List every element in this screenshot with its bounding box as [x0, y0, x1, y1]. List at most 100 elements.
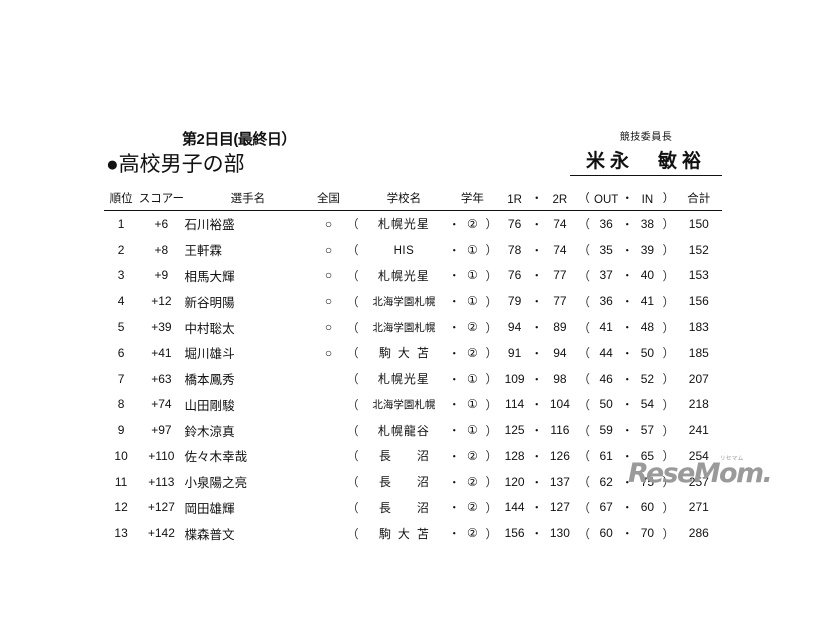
col-header-year: 学年 [460, 190, 485, 211]
paren-close-icon: ） [662, 217, 675, 232]
cell-in: 41 [640, 294, 655, 309]
cell-round-sep: ・ [531, 366, 543, 392]
cell-paren-open-school: （ [346, 366, 360, 392]
name-char: 田 [197, 501, 210, 516]
name-char: 陽 [222, 295, 235, 310]
cell-paren-close-school: ） [484, 443, 498, 469]
school-name: 北海学園札幌 [372, 321, 436, 334]
separator-dot-icon: ・ [448, 450, 460, 463]
paren-close-icon: ） [662, 526, 675, 541]
cell-out: 59 [599, 423, 613, 438]
cell-score: +127 [147, 500, 175, 515]
name-char: 軒 [197, 244, 210, 259]
cell-school-year-sep: ・ [448, 314, 460, 340]
col-header-in: IN [633, 190, 662, 211]
cell-year: ① [460, 366, 484, 392]
cell-in: 39 [640, 242, 655, 257]
col-header-paren-close: ） [661, 190, 676, 211]
cell-total: 241 [688, 423, 709, 438]
cell-paren-close-school: ） [484, 314, 498, 340]
name-char: 剛 [209, 398, 223, 413]
separator-dot-icon: ・ [531, 450, 543, 463]
table-header-row: 順位 スコアー 選手名 全国 学校名 学年 1R ・ 2R （ OUT ・ IN… [104, 190, 722, 211]
separator-dot-icon: ・ [531, 425, 543, 438]
cell-paren-open-oi: （ [577, 314, 591, 340]
cell-total: 254 [688, 448, 709, 463]
separator-dot-icon: ・ [531, 476, 543, 489]
cell-national-mark: ○ [311, 340, 345, 366]
player-name: 王軒霖 [185, 240, 311, 259]
paren-open-icon: （ [578, 449, 591, 464]
name-char: 裕 [209, 218, 223, 233]
paren-close-icon: ） [485, 243, 498, 258]
cell-paren-open-school: （ [346, 391, 360, 417]
name-char: 川 [197, 347, 210, 362]
cell-round-sep: ・ [531, 391, 543, 417]
name-char: 涼 [209, 424, 223, 439]
cell-year: ① [460, 237, 484, 263]
cell-school-year-sep: ・ [448, 366, 460, 392]
cell-paren-open-school: （ [346, 288, 360, 314]
committee-chair-block: 競技委員長 米永 敏裕 [570, 128, 722, 176]
national-circle-icon: ○ [324, 216, 333, 231]
cell-paren-close-school: ） [484, 495, 498, 521]
name-char: 中 [184, 321, 198, 336]
cell-out: 61 [599, 448, 613, 463]
cell-round1: 114 [505, 397, 525, 412]
name-char: 明 [209, 295, 223, 310]
cell-oi-sep: ・ [621, 469, 633, 495]
cell-paren-close-oi: ） [662, 237, 676, 263]
cell-school: HIS [360, 237, 449, 263]
paren-open-icon: （ [578, 500, 591, 515]
name-char: 太 [222, 321, 235, 336]
grade-badge: ① [466, 242, 478, 257]
cell-round2: 127 [549, 500, 570, 515]
name-char: 森 [197, 527, 210, 542]
name-char: 駿 [222, 398, 235, 413]
cell-in: 75 [640, 474, 655, 489]
cell-player-name: 石川裕盛 [185, 211, 312, 237]
cell-paren-close-oi: ） [662, 520, 676, 546]
paren-close-icon: ） [485, 423, 498, 438]
cell-round-sep: ・ [531, 443, 543, 469]
cell-paren-open-school: （ [346, 237, 360, 263]
cell-paren-close-school: ） [484, 417, 498, 443]
cell-round2: 130 [549, 526, 570, 541]
committee-chair-name: 米永 敏裕 [585, 150, 706, 172]
separator-dot-icon: ・ [621, 502, 633, 515]
cell-oi-sep: ・ [621, 443, 633, 469]
separator-dot-icon: ・ [621, 399, 633, 412]
cell-paren-close-oi: ） [662, 391, 676, 417]
paren-open-icon: （ [346, 268, 359, 283]
name-char: 堀 [184, 347, 198, 362]
table-row: 6 +41 堀川雄斗 ○ （駒大苫・ ②） 91 ・ 94 （44 ・ 50） 185 [104, 340, 722, 366]
cell-round1: 78 [507, 242, 522, 257]
col-header-paren-open: （ [577, 190, 592, 211]
cell-paren-close-oi: ） [662, 469, 676, 495]
cell-score: +74 [151, 397, 172, 412]
cell-player-name: 中村聡太 [185, 314, 312, 340]
cell-out: 35 [599, 242, 613, 257]
name-char: 新 [184, 295, 198, 310]
name-char: 佐 [184, 450, 198, 465]
cell-total: 183 [688, 320, 709, 335]
cell-round2: 89 [553, 320, 567, 335]
cell-paren-open-oi: （ [577, 366, 591, 392]
cell-paren-open-oi: （ [577, 237, 591, 263]
cell-paren-open-oi: （ [577, 520, 591, 546]
cell-national-mark: ○ [311, 314, 345, 340]
paren-close-icon: ） [485, 397, 498, 412]
col-header-player: 選手名 [184, 190, 312, 211]
cell-round-sep: ・ [531, 237, 543, 263]
name-char: 斗 [222, 347, 235, 362]
separator-dot-icon: ・ [531, 244, 543, 257]
table-body: 1 +6 石川裕盛 ○ （札幌光星・ ②） 76 ・ 74 （36 ・ 38） 150 2 +8 王軒霖 ○ （H… [104, 211, 722, 547]
cell-school-year-sep: ・ [448, 495, 460, 521]
name-char: 鳳 [209, 373, 223, 388]
cell-paren-close-oi: ） [662, 263, 676, 289]
table-head: 順位 スコアー 選手名 全国 学校名 学年 1R ・ 2R （ OUT ・ IN… [104, 190, 722, 211]
name-char: 山 [184, 398, 198, 413]
name-char: 輝 [222, 269, 235, 284]
cell-rank: 9 [117, 423, 125, 438]
cell-year: ① [460, 288, 484, 314]
